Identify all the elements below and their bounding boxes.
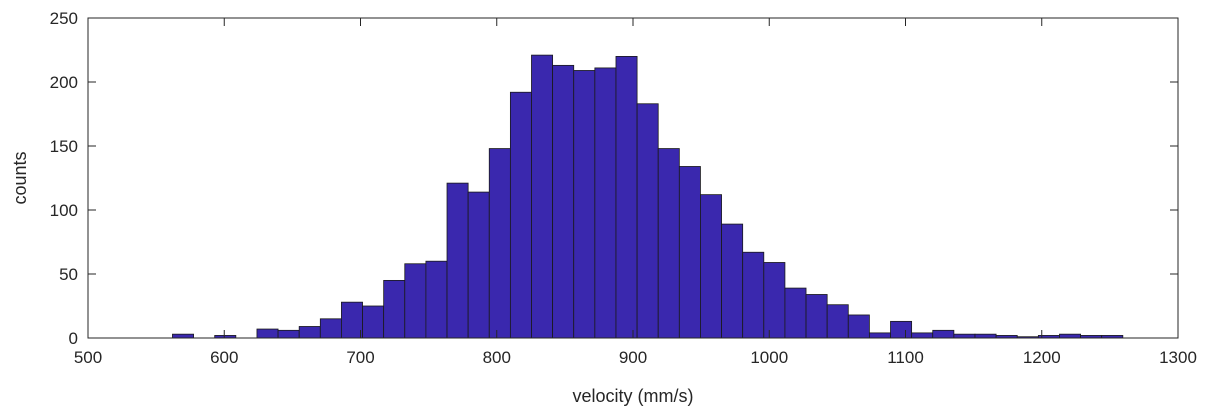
histogram-bar [636,103,659,339]
y-tick-label: 100 [50,201,78,220]
x-tick-label: 800 [483,348,511,367]
histogram-bar [531,54,554,339]
histogram-bar [826,304,849,339]
bars-group [172,54,1124,339]
x-axis-label: velocity (mm/s) [573,386,694,406]
histogram-bar [404,263,427,339]
histogram-bar [784,287,807,339]
histogram-bar [256,328,279,339]
y-tick-label: 0 [69,329,78,348]
histogram-bar [362,305,385,339]
histogram-bar [700,194,722,339]
histogram-bar [678,166,701,339]
histogram-bar [953,333,976,339]
ticks-group: 500 600 700 800 900 1000 1100 1200 1300 0 50 100 150… [50,9,1197,367]
plot-frame [87,17,1179,339]
histogram-bar [341,301,363,339]
histogram-bar [742,251,765,339]
histogram-bar [319,318,342,339]
histogram-bar [573,70,596,339]
histogram-bar [467,191,490,339]
histogram-bar [657,148,680,339]
histogram-bar [721,223,744,339]
histogram-bar [594,67,617,339]
x-tick-label: 1200 [1023,348,1061,367]
y-tick-label: 50 [59,265,78,284]
x-tick-label: 500 [74,348,102,367]
histogram-bar [552,64,575,339]
histogram-bar [847,314,870,339]
histogram-bar [446,182,469,339]
y-tick-label: 150 [50,137,78,156]
histogram-bar [172,333,194,339]
x-tick-label: 1300 [1159,348,1197,367]
histogram-bar [383,279,406,339]
histogram-bar [509,91,532,339]
histogram-bar [277,329,300,339]
histogram-bar [868,332,891,339]
histogram-bar [488,148,511,339]
histogram-bar [425,260,448,339]
y-tick-label: 250 [50,9,78,28]
histogram-bar [932,329,955,339]
histogram-bar [890,320,913,339]
x-tick-label: 1100 [887,348,924,367]
histogram-bar [805,294,828,339]
histogram-bar [763,262,786,339]
y-tick-label: 200 [50,73,78,92]
histogram-bar [911,332,934,339]
histogram-bar [298,326,321,339]
x-tick-label: 700 [346,348,374,367]
x-tick-label: 600 [210,348,238,367]
x-tick-label: 1000 [750,348,788,367]
y-axis-label: counts [10,151,30,204]
histogram-bar [615,56,638,339]
x-tick-label: 900 [619,348,647,367]
histogram-bar [974,333,997,339]
histogram-bar [1059,333,1081,339]
